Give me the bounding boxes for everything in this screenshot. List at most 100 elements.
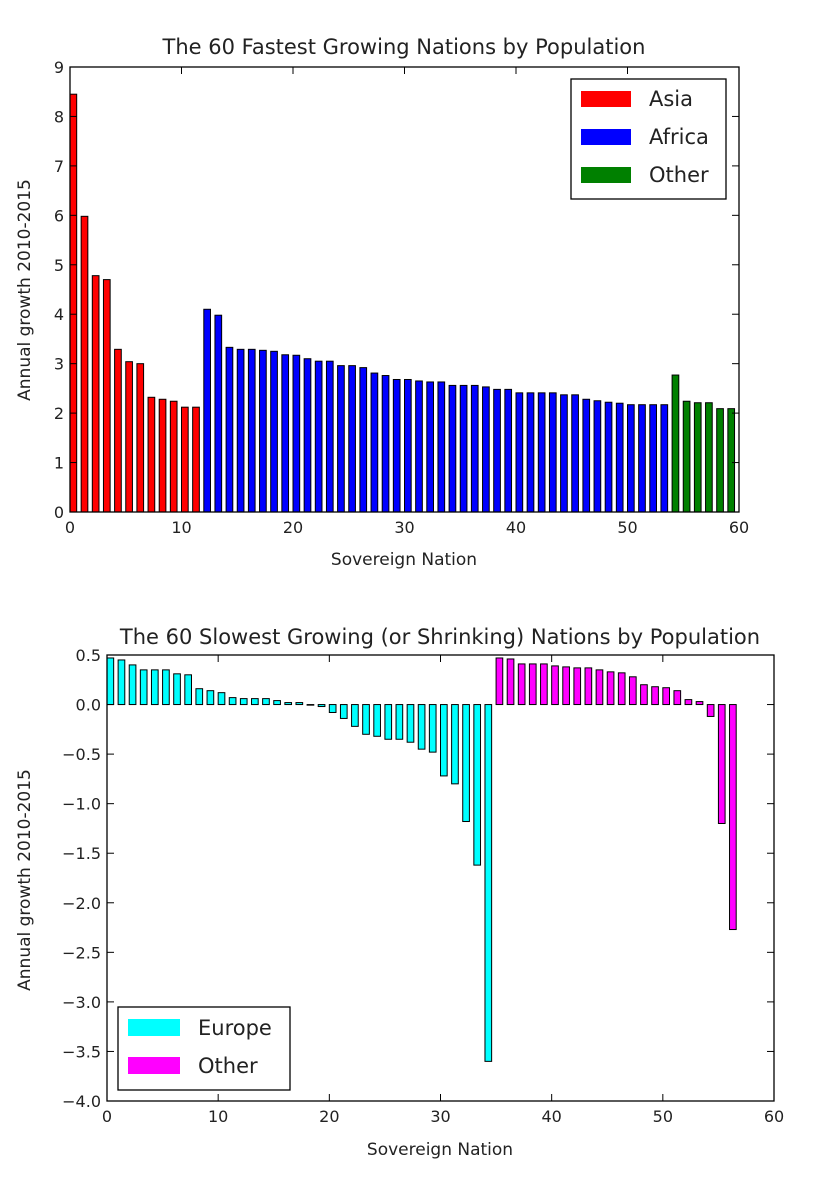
bar-asia-5 [125,361,133,513]
chart-slowest-growing: The 60 Slowest Growing (or Shrinking) Na… [15,625,784,1160]
bar-africa-21 [437,381,446,513]
x-tick-label: 10 [208,1107,228,1126]
bar-africa-0 [203,308,211,513]
x-tick-label: 60 [764,1107,784,1126]
x-tick-label: 60 [729,518,749,537]
bar-africa-28 [515,392,524,513]
bar-asia-4 [114,348,122,513]
x-tick-label: 10 [171,518,191,537]
bar-other-2 [517,663,526,706]
bar-other-17 [684,699,693,706]
bar-africa-26 [493,388,501,513]
legend-swatch-other [128,1057,180,1074]
bar-other-1 [682,400,691,513]
bar-other-8 [584,667,593,706]
y-tick-label: −3.0 [62,993,101,1012]
bar-other-0 [671,374,680,513]
bar-europe-14 [262,698,270,706]
bar-europe-17 [295,702,304,706]
legend-swatch-asia [581,91,631,107]
bar-europe-31 [451,704,459,785]
bar-other-18 [695,701,704,706]
bar-africa-35 [593,400,602,513]
legend-label-africa: Africa [649,125,709,149]
y-tick-label: −3.5 [62,1042,101,1061]
y-axis-label: Annual growth 2010-2015 [15,769,35,991]
y-tick-label: 0 [54,503,64,522]
bar-other-7 [573,667,582,706]
bar-europe-33 [473,704,482,866]
bar-africa-8 [292,354,301,513]
bar-europe-12 [239,698,248,706]
bar-europe-34 [484,704,493,1062]
legend: Europe Other [117,1006,291,1091]
bar-africa-2 [225,346,234,513]
y-tick-label: 4 [54,305,64,324]
bar-europe-26 [395,704,404,740]
bar-africa-36 [604,401,613,513]
y-tick-label: 0.0 [76,696,101,715]
bar-africa-40 [649,404,657,513]
legend-label-other: Other [198,1054,258,1078]
bar-africa-12 [337,365,345,513]
legend-label-europe: Europe [198,1016,272,1040]
y-axis-label: Annual growth 2010-2015 [15,179,35,401]
y-tick-label: −2.0 [62,894,101,913]
y-tick-label: −4.0 [62,1092,101,1111]
y-tick-label: 9 [54,58,64,77]
bar-europe-9 [206,690,215,706]
bar-africa-18 [404,378,412,513]
y-tick-label: 8 [54,107,64,126]
bar-africa-38 [627,404,635,513]
bar-other-19 [706,704,715,717]
bar-other-3 [528,663,537,706]
bar-other-4 [540,663,548,706]
bar-europe-8 [195,688,204,706]
bar-asia-8 [158,398,167,513]
bar-europe-4 [150,669,159,706]
bar-africa-15 [370,372,379,513]
bar-europe-19 [317,704,326,708]
legend-swatch-other [581,167,631,183]
bar-other-4 [716,408,724,513]
chart-title: The 60 Fastest Growing Nations by Popula… [162,35,646,59]
bar-other-3 [705,402,713,513]
y-tick-label: −1.0 [62,795,101,814]
legend-label-asia: Asia [649,87,693,111]
bar-other-5 [727,408,736,513]
bar-africa-19 [415,380,423,513]
x-tick-label: 20 [319,1107,339,1126]
bar-other-14 [651,686,659,706]
y-tick-label: 3 [54,355,64,374]
bar-europe-2 [128,664,137,706]
bar-europe-27 [406,704,415,743]
bar-other-13 [640,684,648,706]
bar-other-1 [506,658,515,706]
bar-other-2 [693,402,702,513]
y-tick-label: 0.5 [76,646,101,665]
bar-africa-7 [281,354,290,513]
bar-africa-17 [392,378,401,513]
x-tick-label: 50 [617,518,637,537]
x-tick-label: 30 [394,518,414,537]
bar-other-9 [595,669,604,706]
bar-europe-29 [428,704,437,753]
bar-africa-13 [348,365,356,513]
x-axis-label: Sovereign Nation [367,1140,513,1160]
bar-africa-4 [247,348,256,513]
bar-africa-34 [582,398,591,513]
x-tick-label: 40 [541,1107,561,1126]
bar-europe-5 [162,669,170,706]
bar-africa-11 [325,360,334,513]
bar-africa-6 [270,350,278,513]
bar-other-21 [729,704,737,931]
bar-africa-9 [303,358,312,513]
bar-europe-32 [462,704,470,823]
y-tick-label: 1 [54,454,64,473]
x-axis-label: Sovereign Nation [331,550,477,570]
y-tick-label: 5 [54,256,64,275]
bar-africa-20 [426,381,434,513]
bar-other-16 [673,690,682,706]
legend: Asia Africa Other [570,78,727,200]
